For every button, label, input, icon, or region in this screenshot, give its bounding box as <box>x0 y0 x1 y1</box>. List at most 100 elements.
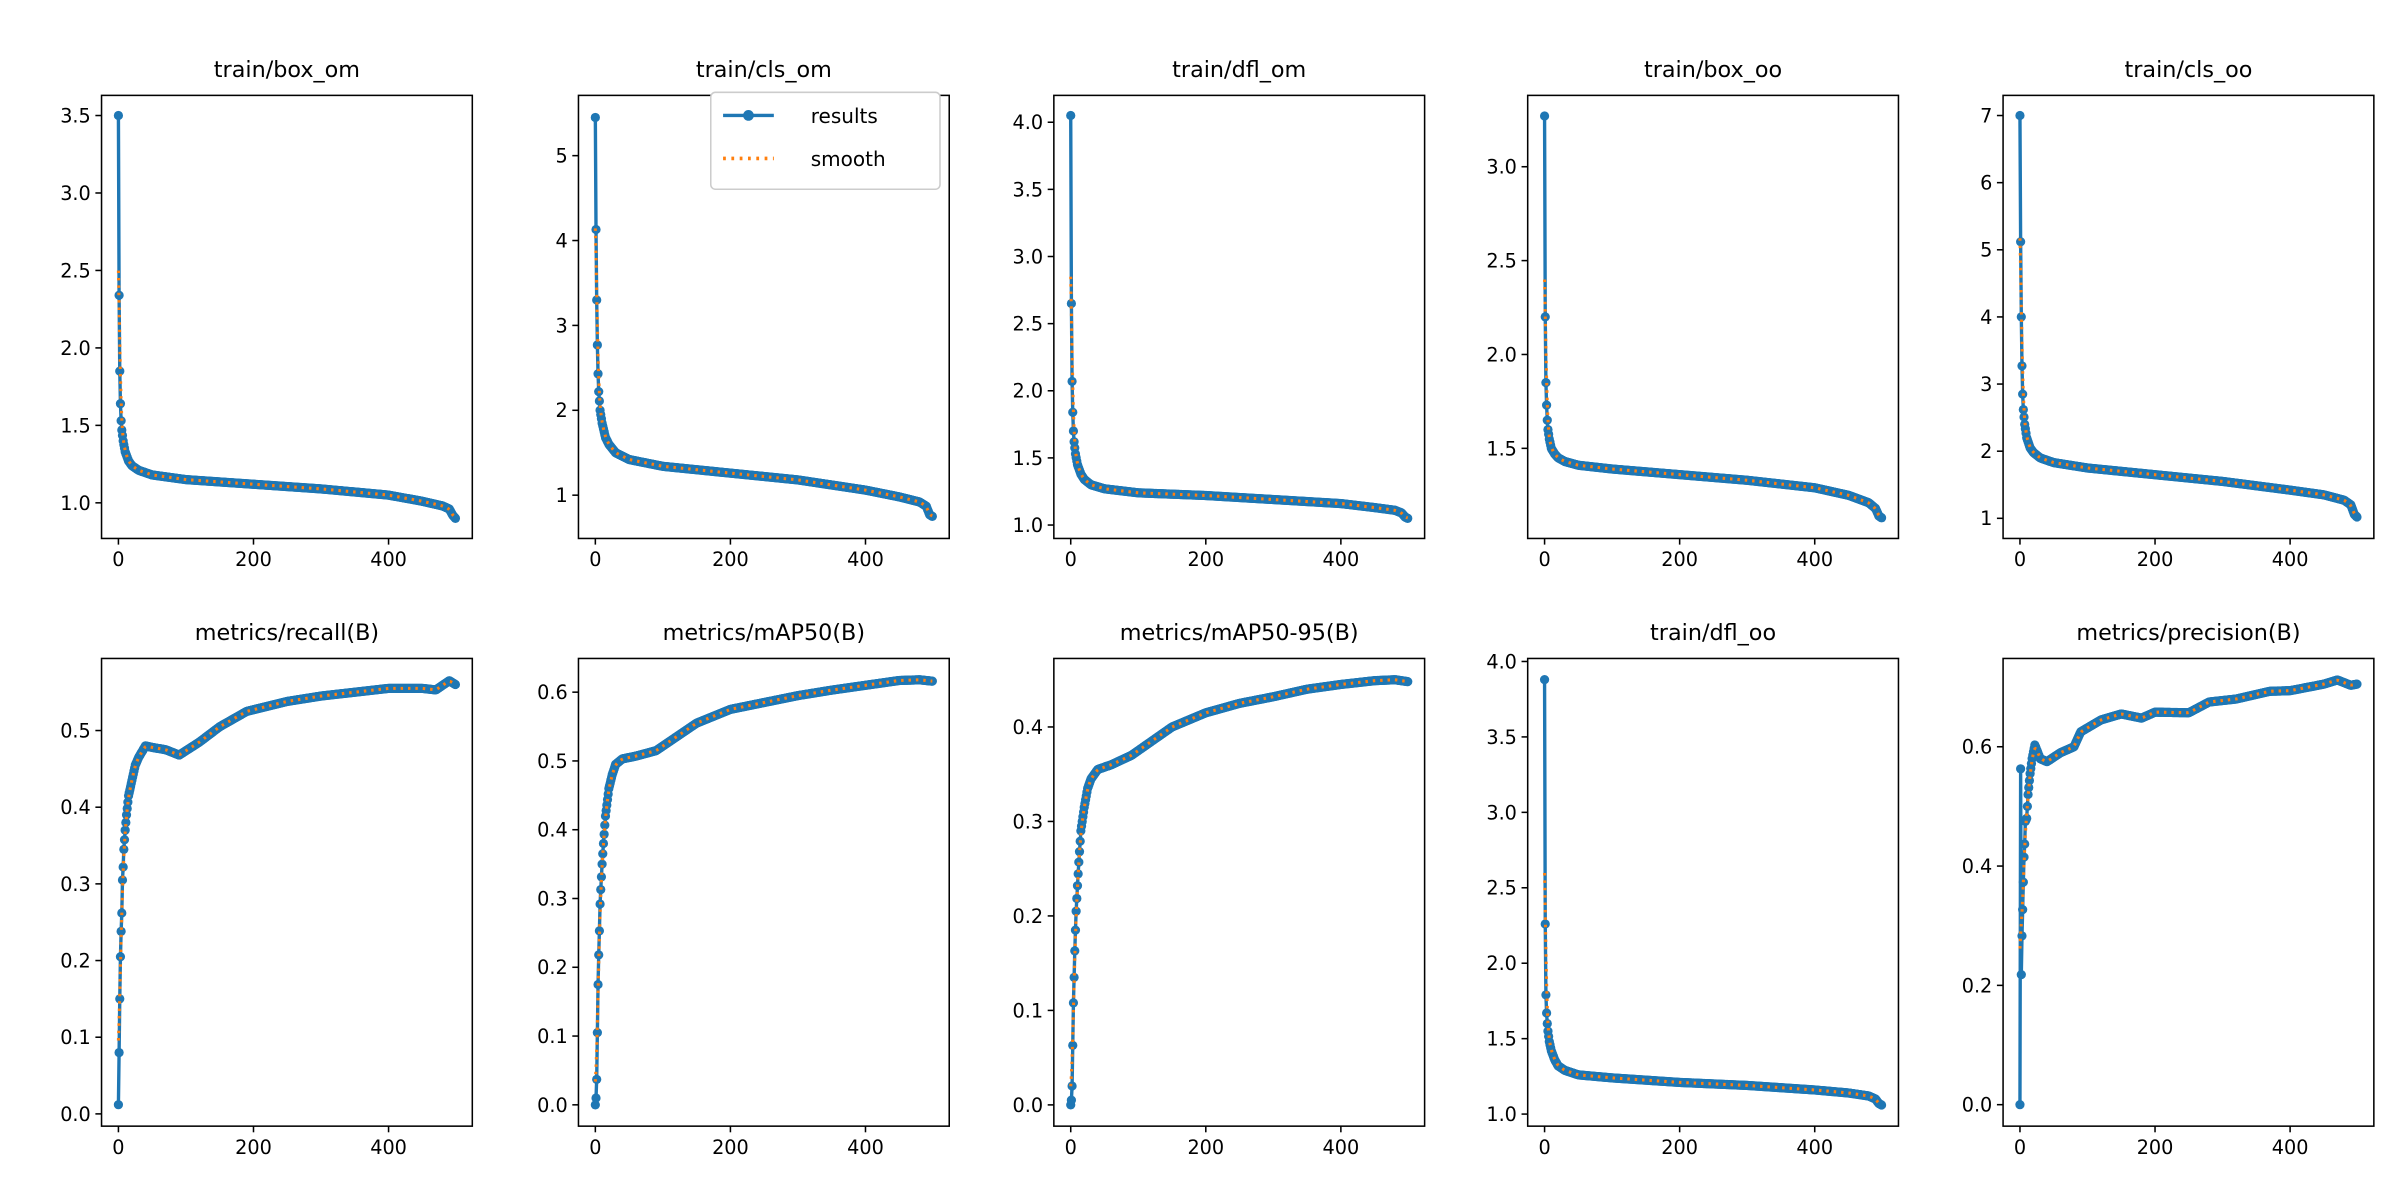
subplot-title: train/box_om <box>214 57 360 83</box>
x-tick-label: 400 <box>1323 548 1360 571</box>
y-tick-label: 4 <box>555 229 567 252</box>
y-tick-label: 2 <box>1980 440 1992 463</box>
y-tick-label: 0.2 <box>537 956 568 979</box>
y-tick-label: 0.1 <box>537 1025 568 1048</box>
y-tick-label: 5 <box>1980 239 1992 262</box>
data-point <box>1403 513 1413 523</box>
results-line <box>116 679 457 1105</box>
subplot-title: metrics/mAP50-95(B) <box>1120 620 1359 646</box>
x-tick-label: 0 <box>2014 548 2026 571</box>
x-tick-label: 200 <box>235 1136 272 1159</box>
results-markers <box>1066 110 1413 523</box>
x-tick-label: 200 <box>1661 548 1698 571</box>
axes-frame <box>1053 94 1426 540</box>
data-point <box>592 340 602 350</box>
data-point <box>114 1047 124 1058</box>
subplot-title: train/cls_oo <box>2125 57 2253 83</box>
data-point <box>1541 1008 1552 1018</box>
x-tick-label: 0 <box>1065 548 1077 571</box>
y-tick-label: 2.5 <box>1486 250 1517 273</box>
smooth-line <box>1543 279 1883 519</box>
axes-frame <box>1526 657 1900 1127</box>
data-point <box>927 676 937 686</box>
y-tick-label: 0.3 <box>60 873 91 896</box>
data-point <box>1539 111 1550 121</box>
y-tick-label: 2.0 <box>1486 343 1517 366</box>
data-point <box>594 926 605 936</box>
axes-frame <box>1053 657 1426 1127</box>
results-line <box>1069 678 1409 1106</box>
subplot: metrics/mAP50-95(B)0 200 4000.00.10.20.30.… <box>1012 620 1426 1159</box>
y-tick-label: 3.0 <box>1012 245 1043 268</box>
y-tick-label: 1.5 <box>1486 437 1517 460</box>
axes-frame <box>100 94 474 540</box>
x-tick-label: 200 <box>235 548 272 571</box>
data-point <box>1066 110 1076 121</box>
data-point <box>1074 857 1084 867</box>
results-line <box>1069 115 1409 520</box>
results-line <box>1542 679 1883 1107</box>
axes-frame <box>2002 94 2375 540</box>
x-tick-label: 200 <box>1187 1136 1224 1159</box>
y-tick-label: 3.5 <box>1486 726 1517 749</box>
data-point <box>113 110 124 121</box>
data-point <box>2016 237 2026 247</box>
x-tick-label: 400 <box>370 1136 407 1159</box>
y-tick-label: 1.0 <box>1012 514 1043 537</box>
axes-frame <box>1526 94 1900 540</box>
results-markers <box>113 676 461 1110</box>
y-tick-label: 0.4 <box>60 796 91 819</box>
legend-results-marker-icon <box>743 110 754 121</box>
subplot-title: metrics/precision(B) <box>2076 620 2300 646</box>
x-tick-label: 400 <box>847 1136 884 1159</box>
y-tick-label: 2 <box>555 399 567 422</box>
data-point <box>1070 946 1080 956</box>
data-point <box>2015 1100 2025 1110</box>
y-tick-label: 3.5 <box>60 104 91 127</box>
results-markers <box>1539 674 1887 1110</box>
x-tick-label: 0 <box>589 548 601 571</box>
axes-frame <box>100 657 474 1127</box>
y-tick-label: 0.0 <box>60 1103 91 1126</box>
y-tick-label: 4.0 <box>1486 650 1517 673</box>
smooth-line <box>1543 873 1883 1107</box>
data-point <box>1541 378 1551 388</box>
smooth-line <box>1069 678 1408 1087</box>
y-tick-label: 1.5 <box>60 414 91 437</box>
data-point <box>2015 110 2025 121</box>
x-tick-label: 400 <box>847 548 884 571</box>
x-tick-label: 200 <box>712 1136 749 1159</box>
y-tick-label: 0.3 <box>537 887 568 910</box>
y-tick-label: 2.0 <box>1486 952 1517 975</box>
data-point <box>1539 674 1550 685</box>
data-point <box>114 290 124 300</box>
y-tick-label: 3.5 <box>1012 178 1043 201</box>
results-line <box>593 678 934 1105</box>
subplot-title: metrics/mAP50(B) <box>663 620 865 646</box>
y-tick-label: 0.1 <box>60 1026 91 1049</box>
y-tick-label: 5 <box>555 145 567 168</box>
y-tick-label: 0.2 <box>1012 905 1043 928</box>
subplot: metrics/mAP50(B)0 200 4000.00.10.20.30.40.… <box>537 620 951 1159</box>
data-point <box>2016 970 2026 980</box>
x-tick-label: 0 <box>1065 1136 1077 1159</box>
y-tick-label: 1.0 <box>1486 1103 1517 1126</box>
data-point <box>115 952 126 962</box>
data-point <box>1066 1095 1077 1105</box>
y-tick-label: 0.3 <box>1012 810 1043 833</box>
data-point <box>1540 919 1550 929</box>
data-point <box>1068 426 1079 436</box>
y-tick-label: 1 <box>555 484 567 507</box>
y-tick-label: 0.1 <box>1012 999 1043 1022</box>
x-tick-label: 400 <box>1796 548 1833 571</box>
legend-label: results <box>811 104 878 128</box>
x-tick-label: 200 <box>1187 548 1224 571</box>
y-tick-label: 3.0 <box>1486 801 1517 824</box>
